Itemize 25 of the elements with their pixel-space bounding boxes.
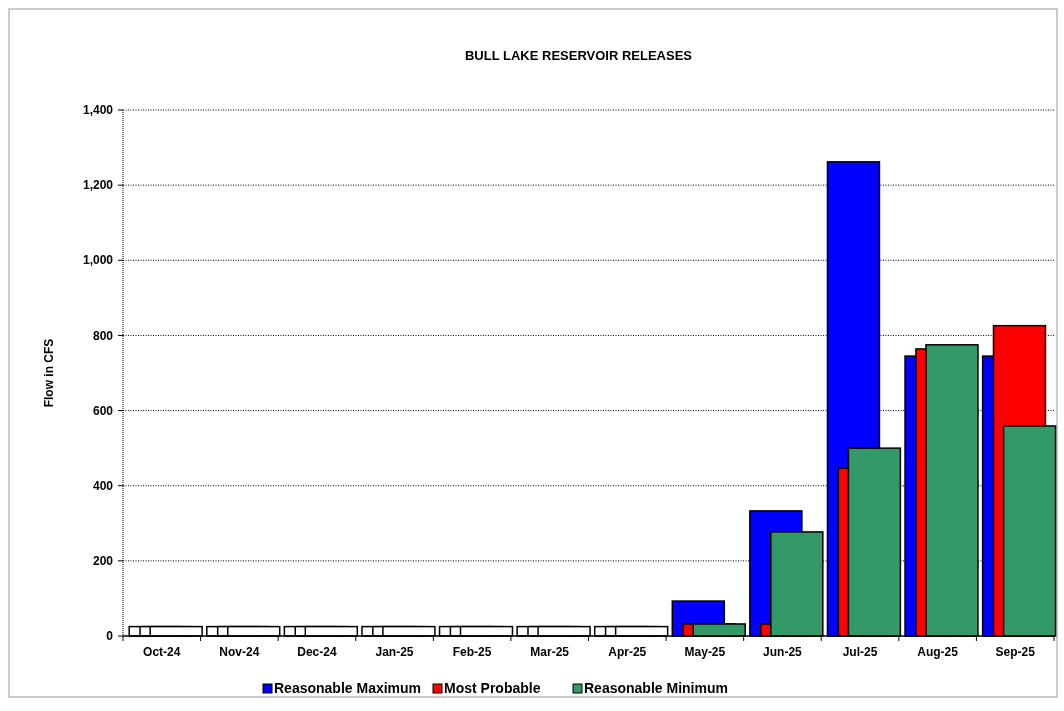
x-tick-label: Aug-25 [917, 645, 959, 659]
y-tick-label: 0 [106, 629, 114, 644]
legend-label: Most Probable [444, 680, 541, 696]
x-tick-label: Mar-25 [530, 645, 570, 659]
x-tick-label: Dec-24 [297, 645, 337, 659]
y-tick-label: 400 [92, 478, 114, 493]
y-tick-label: 1,400 [82, 103, 114, 118]
y-tick-label: 800 [92, 328, 114, 343]
x-tick-label: Jan-25 [375, 645, 414, 659]
x-tick-label: Jun-25 [763, 645, 803, 659]
legend-label: Reasonable Maximum [274, 680, 422, 696]
y-axis-title: Flow in CFS [42, 338, 56, 408]
x-tick-label: May-25 [684, 645, 726, 659]
y-tick-label: 200 [92, 554, 114, 569]
x-tick-label: Oct-24 [143, 645, 181, 659]
y-tick-label: 1,000 [82, 253, 114, 268]
x-tick-label: Jul-25 [842, 645, 878, 659]
x-tick-label: Apr-25 [608, 645, 647, 659]
chart-title: BULL LAKE RESERVOIR RELEASES [464, 48, 693, 63]
y-tick-label: 600 [92, 403, 114, 418]
x-tick-label: Nov-24 [219, 645, 260, 659]
x-tick-label: Sep-25 [995, 645, 1036, 659]
x-tick-label: Feb-25 [452, 645, 492, 659]
y-tick-label: 1,200 [82, 178, 114, 193]
legend-label: Reasonable Minimum [584, 680, 728, 696]
